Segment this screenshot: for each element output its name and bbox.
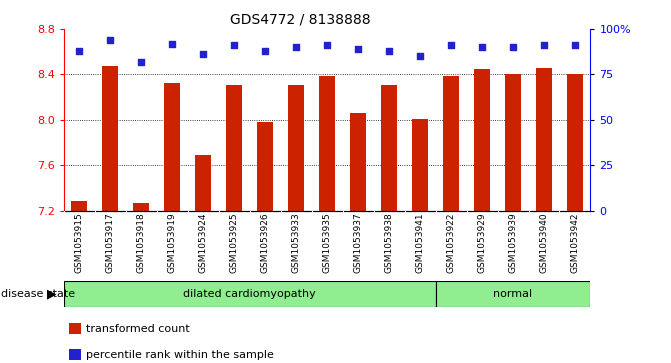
Point [570,42,580,48]
Text: GSM1053933: GSM1053933 [292,213,301,273]
Text: GSM1053938: GSM1053938 [384,213,394,273]
Text: GSM1053941: GSM1053941 [415,213,425,273]
Text: GSM1053919: GSM1053919 [168,213,176,273]
Bar [226,85,242,211]
Bar [258,122,273,211]
Text: GSM1053939: GSM1053939 [509,213,517,273]
Point [353,46,364,52]
Point [167,41,178,46]
Bar [164,83,180,211]
Bar [64,281,435,307]
Point [322,42,333,48]
Point [291,44,301,50]
Text: disease state: disease state [1,289,75,299]
Point [539,42,550,48]
Bar [381,85,397,211]
Point [74,48,85,54]
Bar [536,68,552,211]
Bar [103,66,118,211]
Bar [72,201,87,211]
Text: GSM1053915: GSM1053915 [74,213,84,273]
Bar [412,119,428,211]
Point [229,42,240,48]
Text: GSM1053922: GSM1053922 [446,213,456,273]
Point [136,59,146,65]
Point [508,44,519,50]
Text: transformed count: transformed count [86,323,190,334]
Text: GSM1053929: GSM1053929 [478,213,486,273]
Text: GSM1053926: GSM1053926 [260,213,270,273]
Point [384,48,395,54]
Text: dilated cardiomyopathy: dilated cardiomyopathy [183,289,316,299]
Point [446,42,456,48]
Bar [567,74,582,211]
Bar [289,85,304,211]
Bar [350,113,366,211]
Bar [435,281,590,307]
Bar [69,349,81,360]
Bar [319,76,335,211]
Text: normal: normal [493,289,533,299]
Bar [69,323,81,334]
Point [198,52,209,57]
Bar [444,76,459,211]
Text: GSM1053925: GSM1053925 [229,213,239,273]
Bar [134,203,149,211]
Title: GDS4772 / 8138888: GDS4772 / 8138888 [230,12,371,26]
Point [476,44,487,50]
Text: ▶: ▶ [48,287,57,301]
Bar [505,74,521,211]
Text: GSM1053918: GSM1053918 [137,213,146,273]
Bar [474,69,490,211]
Text: GSM1053935: GSM1053935 [323,213,331,273]
Text: GSM1053940: GSM1053940 [539,213,548,273]
Text: percentile rank within the sample: percentile rank within the sample [86,350,274,360]
Text: GSM1053942: GSM1053942 [570,213,580,273]
Point [105,37,115,43]
Point [260,48,270,54]
Text: GSM1053924: GSM1053924 [199,213,208,273]
Text: GSM1053937: GSM1053937 [354,213,362,273]
Bar [195,155,211,211]
Text: GSM1053917: GSM1053917 [106,213,115,273]
Point [415,53,425,59]
